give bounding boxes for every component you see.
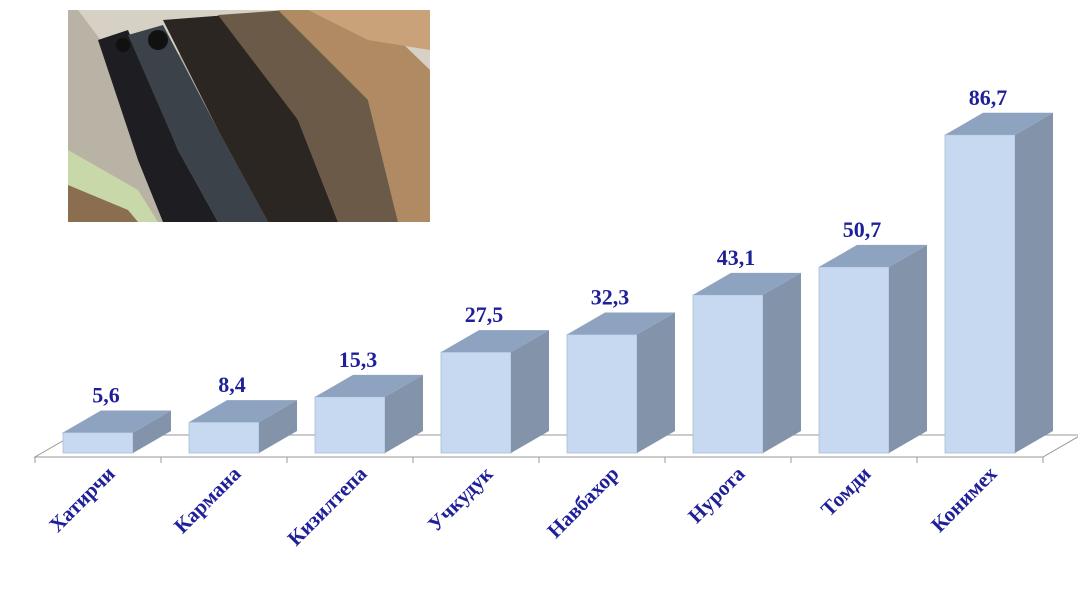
- value-label: 27,5: [465, 302, 504, 327]
- category-label: Навбахор: [542, 462, 623, 543]
- category-label: Хатирчи: [44, 462, 119, 537]
- category-label: Нурота: [683, 461, 750, 528]
- bar-6: [693, 273, 801, 453]
- value-label: 43,1: [717, 245, 756, 270]
- value-label: 32,3: [591, 284, 630, 309]
- category-label: Кизилтепа: [283, 461, 372, 550]
- bar-side: [889, 245, 927, 453]
- bar-front: [315, 397, 385, 453]
- value-label: 5,6: [92, 382, 120, 407]
- bar-5: [567, 312, 675, 453]
- bar-front: [567, 334, 637, 453]
- value-label: 50,7: [843, 217, 882, 242]
- value-label: 8,4: [218, 372, 246, 397]
- bar-front: [63, 432, 133, 453]
- category-label: Кармана: [169, 461, 246, 538]
- category-label: Учкудук: [423, 461, 498, 536]
- value-label: 15,3: [339, 347, 378, 372]
- bar-front: [441, 352, 511, 453]
- bar-side: [1015, 113, 1053, 453]
- category-label: Конимех: [926, 461, 1002, 537]
- bar-front: [189, 422, 259, 453]
- bar-front: [819, 267, 889, 453]
- bar-4: [441, 330, 549, 453]
- value-label: 86,7: [969, 85, 1008, 110]
- bar-side: [763, 273, 801, 453]
- bar-7: [819, 245, 927, 453]
- bar-front: [945, 135, 1015, 453]
- bar-8: [945, 113, 1053, 453]
- bar-front: [693, 295, 763, 453]
- category-label: Томди: [816, 462, 876, 522]
- bar-side: [637, 312, 675, 453]
